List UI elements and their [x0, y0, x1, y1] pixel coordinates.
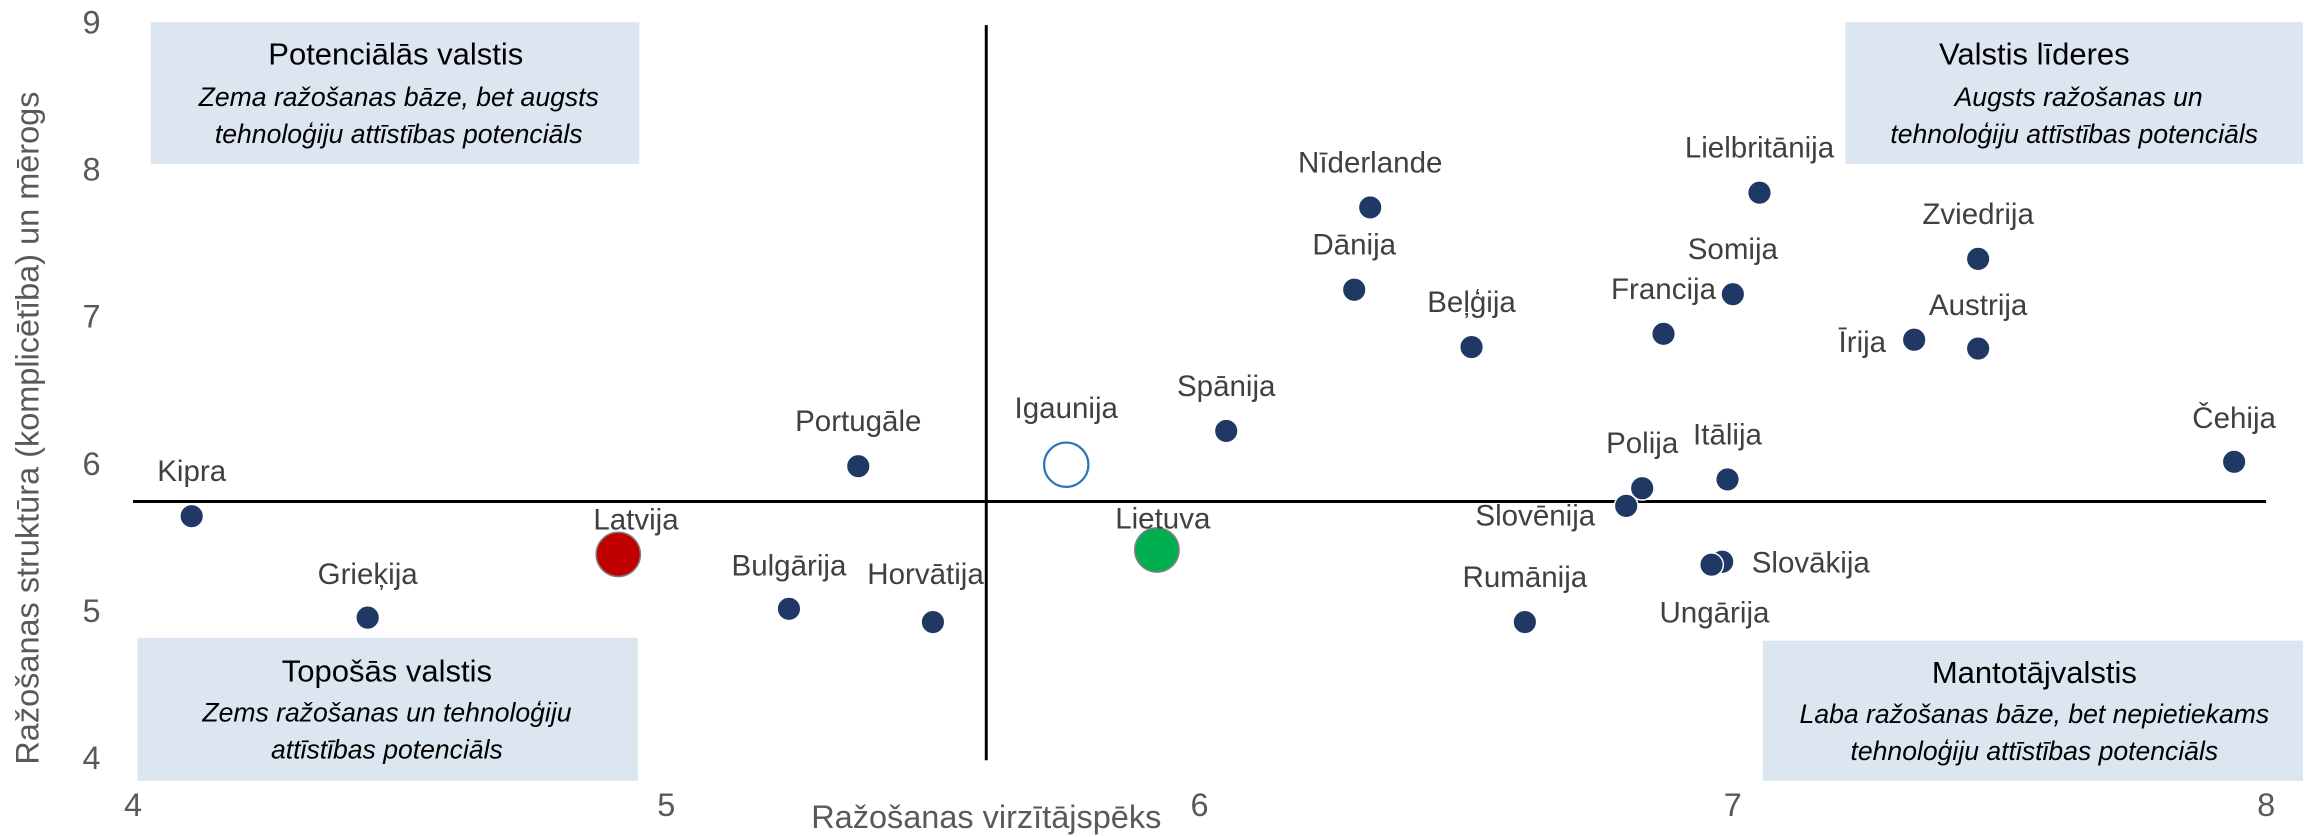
y-tick-label: 4: [82, 740, 100, 776]
quadrant-text: attīstības potenciāls: [271, 734, 503, 764]
point-label: Nīderlande: [1298, 146, 1442, 179]
point-label: Čehija: [2192, 401, 2276, 435]
point-label: Austrija: [1929, 289, 2028, 322]
data-point: [1720, 281, 1746, 307]
quadrant-text: Zems ražošanas un tehnoloģiju: [201, 697, 571, 727]
point-label: Horvātija: [867, 558, 984, 591]
point-label: Francija: [1611, 273, 1717, 306]
data-point: [355, 605, 381, 631]
data-point: [1650, 321, 1677, 347]
point-label: Lietuva: [1115, 502, 1211, 535]
data-point: [1134, 527, 1180, 573]
data-point: [179, 503, 205, 529]
y-tick-label: 6: [82, 446, 100, 482]
data-point: [1213, 418, 1239, 444]
point-label: Polija: [1606, 427, 1679, 460]
point-label: Slovākija: [1752, 546, 1871, 579]
quadrant-title: Potenciālās valstis: [268, 36, 523, 71]
point-label: Latvija: [593, 504, 679, 537]
quadrant-text: tehnoloģiju attīstības potenciāls: [1851, 736, 2219, 766]
x-axis-title: Ražošanas virzītājspēks: [811, 799, 1161, 835]
point-label: Grieķija: [318, 558, 419, 591]
point-label: Dānija: [1312, 229, 1396, 262]
data-point: [1458, 334, 1485, 360]
point-label: Beļģija: [1427, 286, 1516, 319]
x-tick-label: 5: [657, 787, 675, 823]
y-tick-label: 7: [82, 299, 100, 335]
quadrant-text: tehnoloģiju attīstības potenciāls: [215, 119, 583, 149]
data-point: [1629, 475, 1655, 501]
quadrant-box: [150, 22, 640, 164]
data-point: [1698, 552, 1725, 578]
quadrant-title: Topošās valstis: [282, 653, 492, 688]
data-point: [845, 453, 871, 479]
data-point: [1714, 466, 1741, 492]
quadrant-text: Augsts ražošanas un: [1953, 82, 2203, 112]
y-tick-label: 9: [82, 5, 100, 41]
quadrant-text: Laba ražošanas bāze, bet nepietiekams: [1800, 699, 2270, 729]
data-point: [1965, 246, 1991, 272]
point-label: Slovēnija: [1475, 499, 1595, 532]
point-label: Ungārija: [1660, 597, 1771, 630]
point-label: Itālija: [1693, 418, 1762, 451]
y-tick-label: 5: [82, 593, 100, 629]
point-label: Lielbritānija: [1685, 132, 1835, 165]
point-label: Bulgārija: [732, 549, 847, 582]
point-label: Īrija: [1839, 326, 1887, 359]
quadrant-title: Mantotājvalstis: [1932, 655, 2137, 690]
data-point: [2221, 449, 2247, 475]
point-label: Somija: [1688, 233, 1779, 266]
data-point: [1613, 493, 1639, 519]
data-point: [1043, 441, 1090, 488]
point-label: Zviedrija: [1922, 198, 2034, 231]
point-label: Igaunija: [1015, 392, 1119, 425]
quadrant-box: [1762, 640, 2304, 781]
x-tick-label: 8: [2257, 787, 2275, 823]
data-point: [1965, 336, 1991, 362]
point-label: Rumānija: [1463, 561, 1588, 594]
data-point: [1901, 327, 1927, 353]
quadrant-box: [137, 637, 638, 781]
data-point: [595, 531, 642, 578]
y-axis-title: Ražošanas struktūra (komplicētība) un mē…: [9, 92, 45, 765]
data-point: [1512, 609, 1538, 635]
quadrant-text: tehnoloģiju attīstības potenciāls: [1890, 119, 2258, 149]
x-tick-label: 4: [124, 787, 142, 823]
x-tick-label: 6: [1191, 787, 1209, 823]
x-tick-label: 7: [1724, 787, 1742, 823]
data-point: [920, 609, 946, 635]
point-label: Spānija: [1177, 370, 1276, 403]
point-label: Kipra: [157, 455, 226, 488]
data-point: [1341, 277, 1367, 303]
data-point: [776, 596, 802, 622]
data-point: [1357, 194, 1383, 220]
data-point: [1746, 180, 1773, 206]
quadrant-box: [1845, 22, 2304, 164]
quadrant-title: Valstis līderes: [1939, 36, 2130, 71]
y-tick-label: 8: [82, 152, 100, 188]
quadrant-text: Zema ražošanas bāze, bet augsts: [198, 82, 599, 112]
point-label: Portugāle: [795, 405, 921, 438]
